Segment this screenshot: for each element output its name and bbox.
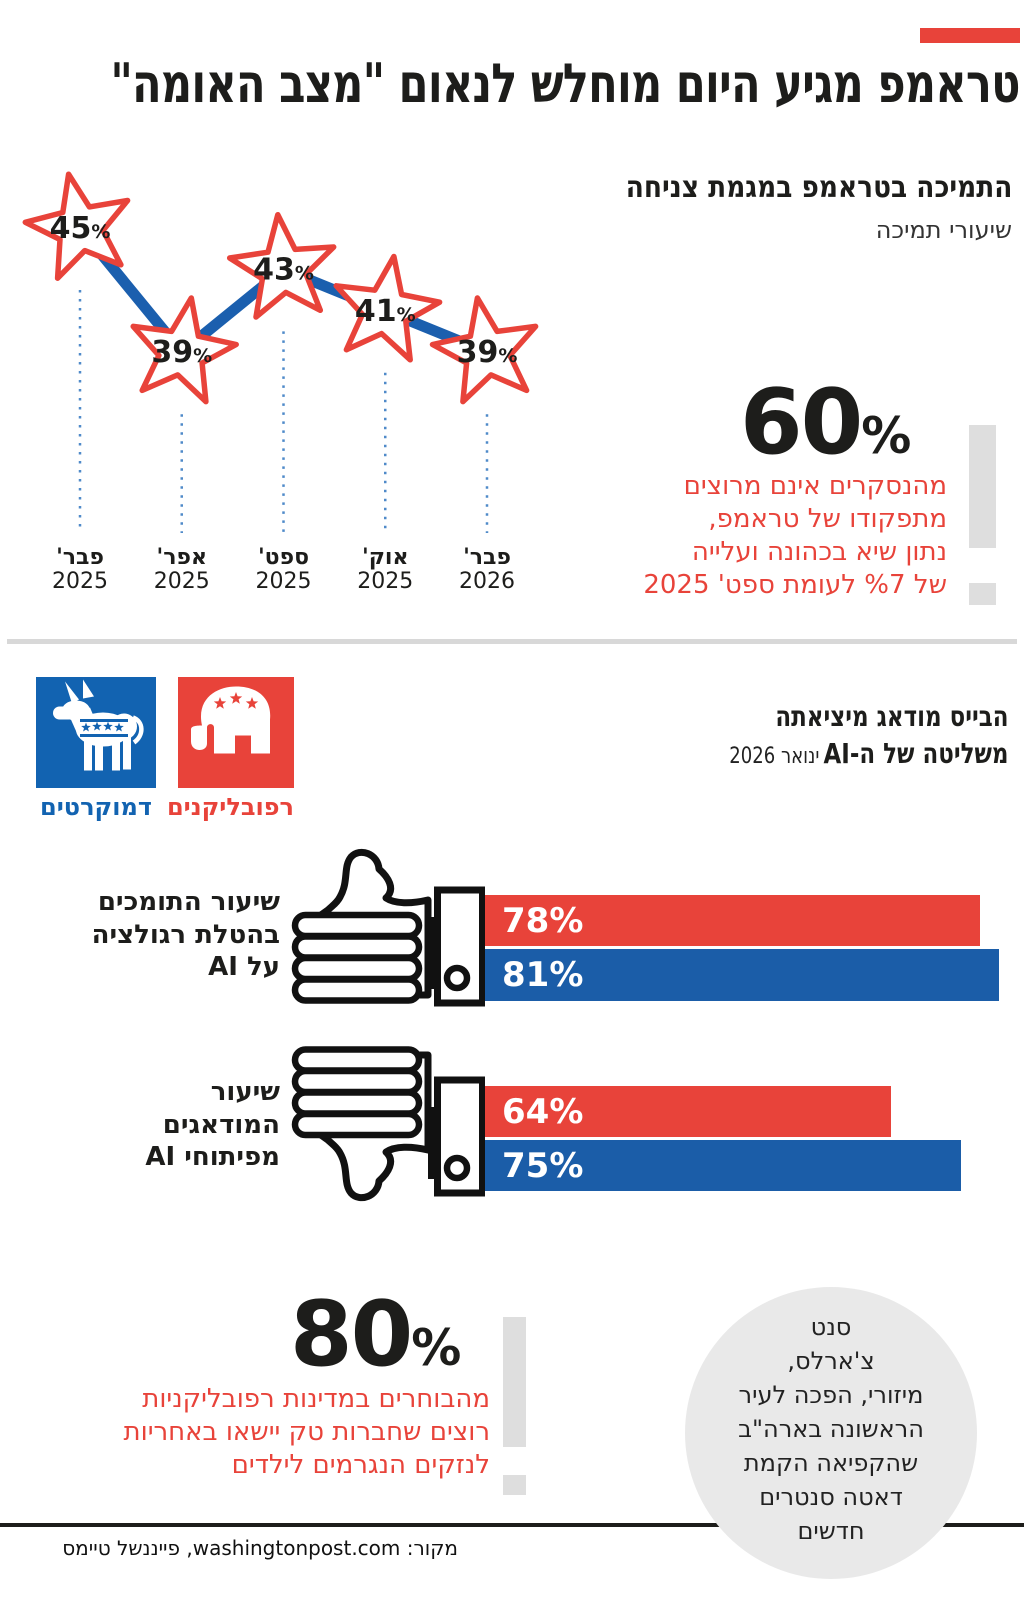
bar-group-1-line: על AI xyxy=(208,952,280,982)
chart-star xyxy=(130,295,239,405)
fact-line: סנט xyxy=(810,1313,852,1341)
democrats-logo-box xyxy=(36,677,156,788)
support-star-chart: 45%פבר'202539%אפר'202543%ספט'202541%אוק'… xyxy=(22,171,539,594)
thumbs-up-icon xyxy=(285,845,485,1015)
chart-year-label: 2025 xyxy=(52,569,108,594)
stat-80-line: לנזקים הנגרמים לילדים xyxy=(231,1450,490,1480)
exclamation-icon xyxy=(969,425,996,548)
fact-line: חדשים xyxy=(797,1517,865,1545)
stat-60-value: 60 xyxy=(740,370,863,475)
chart-star xyxy=(333,253,443,363)
stat-60-line: מתפקודו של טראמפ, xyxy=(708,504,947,534)
stat-60-unit: % xyxy=(861,407,911,465)
stat-60-text: מהנסקרים אינם מרוצים מתפקודו של טראמפ, נ… xyxy=(620,470,947,602)
bar-group-2-line: שיעור xyxy=(210,1077,280,1107)
fact-line: מיזורי, הפכה לעיר xyxy=(738,1381,924,1409)
chart-star-value: 43% xyxy=(253,252,314,287)
support-section-title: התמיכה בטראמפ במגמת צניחה xyxy=(625,170,1012,205)
bar-value: 78% xyxy=(502,900,584,941)
stat-60-number: 60% xyxy=(740,378,911,468)
fact-line: דאטה סנטרים xyxy=(759,1483,903,1511)
chart-month-label: אוק' xyxy=(362,545,409,570)
bar-value: 64% xyxy=(502,1091,584,1132)
democrats-label: דמוקרטים xyxy=(40,793,152,821)
republicans-label: רפובליקנים xyxy=(166,793,294,821)
ai-title-line1: הבייס מודאג מיציאתה xyxy=(774,700,1008,733)
ai-section-title: הבייס מודאג מיציאתה משליטה של ה-AI ינואר… xyxy=(729,698,1008,772)
bar-group-1-line: שיעור התומכים xyxy=(97,887,280,917)
source-credit: מקור: washingtonpost.com, פייננשל טיימס xyxy=(62,1536,458,1560)
exclamation-dot xyxy=(503,1475,526,1495)
thumbs-down-icon xyxy=(285,1035,485,1205)
bar-democrats-support: 81% xyxy=(484,949,999,1001)
brand-red-mark xyxy=(920,28,1020,43)
bar-group-2-line: מפיתוחי AI xyxy=(145,1142,280,1172)
ai-title-date: ינואר 2026 xyxy=(728,744,819,769)
elephant-icon xyxy=(191,686,271,754)
chart-star xyxy=(22,171,131,281)
chart-month-label: אפר' xyxy=(157,545,207,570)
stat-60-line: מהנסקרים אינם מרוצים xyxy=(683,471,947,501)
chart-star-value: 45% xyxy=(50,211,111,246)
fact-circle xyxy=(685,1287,977,1579)
chart-star-value: 39% xyxy=(457,335,518,370)
chart-year-label: 2026 xyxy=(459,569,515,594)
chart-star xyxy=(429,295,539,405)
stat-80-value: 80 xyxy=(290,1282,413,1387)
ai-title-line2: משליטה של ה-AI xyxy=(823,737,1008,770)
bar-republicans-support: 78% xyxy=(484,895,980,946)
bar-group-1-label: שיעור התומכים בהטלת רגולציה על AI xyxy=(20,886,280,984)
stat-60-line: נתון שיא בכהונה ועלייה xyxy=(691,537,947,567)
bar-group-1-line: בהטלת רגולציה xyxy=(91,919,280,950)
fact-line: שהקפיאה הקמת xyxy=(743,1449,919,1477)
fact-circle-text: סנט צ'ארלס, מיזורי, הפכה לעיר הראשונה בא… xyxy=(691,1310,971,1548)
donkey-icon xyxy=(53,679,144,771)
stat-80-number: 80% xyxy=(290,1290,461,1380)
exclamation-dot xyxy=(969,583,996,605)
page-title: טראמפ מגיע היום מוחלש לנאום "מצב האומה" xyxy=(110,52,1021,115)
chart-month-label: פבר' xyxy=(56,545,104,570)
stat-60-line: של %7 לעומת ספט' 2025 xyxy=(643,570,947,600)
exclamation-icon xyxy=(503,1317,526,1447)
chart-month-label: פבר' xyxy=(463,545,511,570)
chart-star-value: 41% xyxy=(355,294,416,329)
bar-republicans-worried: 64% xyxy=(484,1086,891,1137)
chart-year-label: 2025 xyxy=(256,569,312,594)
fact-line: הראשונה בארה"ב xyxy=(738,1415,924,1443)
chart-month-label: ספט' xyxy=(258,545,309,570)
bar-group-2-label: שיעור המודאגים מפיתוחי AI xyxy=(20,1076,280,1174)
chart-star-value: 39% xyxy=(151,335,212,370)
chart-star xyxy=(226,211,337,320)
stat-80-line: רוצים שחברות טק יישאו באחריות xyxy=(123,1417,490,1447)
bar-value: 75% xyxy=(502,1145,584,1186)
section-divider xyxy=(7,639,1017,644)
footer-rule xyxy=(0,1523,1024,1527)
stat-80-line: מהבוחרים במדינות רפובליקניות xyxy=(142,1384,490,1414)
stat-80-text: מהבוחרים במדינות רפובליקניות רוצים שחברו… xyxy=(60,1383,490,1482)
bar-group-2-line: המודאגים xyxy=(162,1109,280,1140)
fact-line: צ'ארלס, xyxy=(787,1347,875,1375)
stat-80-unit: % xyxy=(411,1319,461,1377)
support-section-subtitle: שיעורי תמיכה xyxy=(875,216,1012,244)
chart-year-label: 2025 xyxy=(154,569,210,594)
bar-value: 81% xyxy=(502,955,584,995)
chart-year-label: 2025 xyxy=(357,569,413,594)
bar-democrats-worried: 75% xyxy=(484,1140,961,1191)
republicans-logo-box xyxy=(178,677,294,788)
